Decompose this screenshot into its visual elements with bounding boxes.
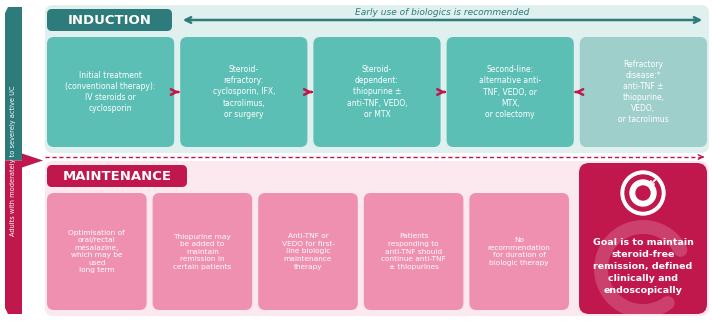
Polygon shape <box>5 154 43 314</box>
FancyBboxPatch shape <box>258 193 358 310</box>
Text: Early use of biologics is recommended: Early use of biologics is recommended <box>355 8 530 17</box>
FancyBboxPatch shape <box>45 5 709 153</box>
Text: Steroid-
refractory:
cyclosporin, IFX,
tacrolimus,
or surgery: Steroid- refractory: cyclosporin, IFX, t… <box>213 65 275 119</box>
Text: MAINTENANCE: MAINTENANCE <box>63 169 172 182</box>
Text: Patients
responding to
anti-TNF should
continue anti-TNF
± thiopurines: Patients responding to anti-TNF should c… <box>381 234 446 270</box>
FancyBboxPatch shape <box>579 163 707 314</box>
FancyBboxPatch shape <box>45 161 709 316</box>
Text: Refractory
disease:*
anti-TNF ±
thiopurine,
VEDO,
or tacrolimus: Refractory disease:* anti-TNF ± thiopuri… <box>618 60 669 124</box>
Polygon shape <box>5 7 22 160</box>
Text: No
recommendation
for duration of
biologic therapy: No recommendation for duration of biolog… <box>488 237 550 266</box>
FancyBboxPatch shape <box>47 165 187 187</box>
FancyBboxPatch shape <box>313 37 441 147</box>
FancyBboxPatch shape <box>580 37 707 147</box>
FancyBboxPatch shape <box>364 193 464 310</box>
FancyBboxPatch shape <box>47 37 174 147</box>
Text: Anti-TNF or
VEDO for first-
line biologic
maintenance
therapy: Anti-TNF or VEDO for first- line biologi… <box>281 234 335 270</box>
Text: Steroid-
dependent:
thiopurine ±
anti-TNF, VEDO,
or MTX: Steroid- dependent: thiopurine ± anti-TN… <box>347 65 407 119</box>
Circle shape <box>636 186 650 200</box>
Text: Thiopurine may
be added to
maintain
remission in
certain patients: Thiopurine may be added to maintain remi… <box>173 234 231 270</box>
Text: Goal is to maintain
steroid-free
remission, defined
clinically and
endoscopicall: Goal is to maintain steroid-free remissi… <box>592 238 693 295</box>
Text: Second-line:
alternative anti-
TNF, VEDO, or
MTX,
or colectomy: Second-line: alternative anti- TNF, VEDO… <box>479 65 541 119</box>
Text: INDUCTION: INDUCTION <box>68 14 152 27</box>
FancyBboxPatch shape <box>152 193 252 310</box>
Circle shape <box>625 175 661 211</box>
Text: Initial treatment
(conventional therapy):
IV steroids or
cyclosporin: Initial treatment (conventional therapy)… <box>66 71 156 113</box>
FancyBboxPatch shape <box>47 193 147 310</box>
Circle shape <box>621 171 665 215</box>
FancyBboxPatch shape <box>47 9 172 31</box>
Text: Adults with moderately to severely active UC: Adults with moderately to severely activ… <box>11 85 16 236</box>
Circle shape <box>630 180 656 206</box>
FancyBboxPatch shape <box>180 37 308 147</box>
Text: Optimisation of
oral/rectal
mesalazine,
which may be
used
long term: Optimisation of oral/rectal mesalazine, … <box>68 230 125 273</box>
FancyBboxPatch shape <box>446 37 574 147</box>
FancyBboxPatch shape <box>469 193 569 310</box>
